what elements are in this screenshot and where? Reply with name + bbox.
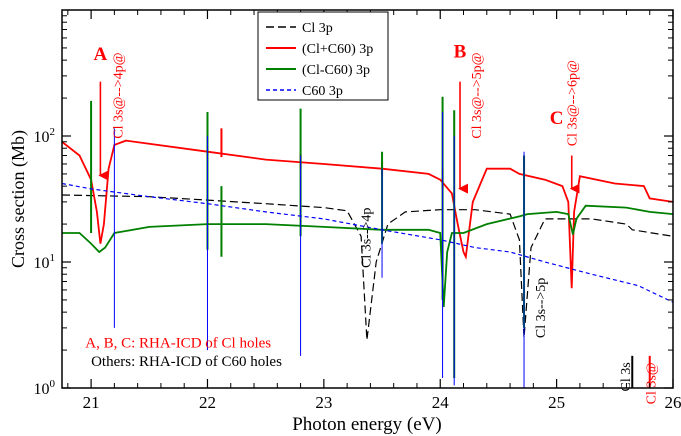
annotation-text-1: Cl 3s@-->4p@	[112, 52, 127, 138]
series-line-0	[62, 194, 673, 341]
plot-area	[62, 96, 673, 388]
x-tick-label-4: 25	[548, 393, 565, 412]
annotation-note-8: A, B, C: RHA-ICD of Cl holes	[85, 335, 271, 351]
annotation-note-9: Others: RHA-ICD of C60 holes	[91, 354, 282, 370]
x-tick-label-5: 26	[665, 393, 681, 412]
annotation-text-7: Cl 3s-->5p	[534, 278, 549, 338]
annotation-label-4: C	[550, 108, 564, 129]
annotation-text-10: Cl 3s	[619, 362, 634, 391]
axes: 21 22 23 24 25 26 100 101 102	[34, 9, 681, 412]
y-tick-label-1: 101	[34, 252, 56, 272]
annotation-text-6: Cl 3s-->4p	[359, 208, 374, 268]
series-line-1	[62, 139, 673, 289]
y-axis-label: Cross section (Mb)	[8, 130, 29, 268]
series-line-3	[62, 182, 673, 303]
y-tick-label-0: 100	[34, 378, 56, 398]
legend-label-2: (Cl-C60) 3p	[302, 63, 370, 78]
annotations: A Cl 3s@-->4p@ BCl 3s@-->5p@ C Cl 3s@-->6p@ C…	[85, 41, 659, 404]
legend-label-0: Cl 3p	[302, 21, 333, 36]
y-tick-label-2: 102	[34, 126, 56, 146]
annotation-text-11: Cl 3s@	[645, 362, 660, 404]
x-axis-label: Photon energy (eV)	[292, 414, 442, 435]
series-line-2	[62, 204, 673, 307]
annotation-text-3: Cl 3s@-->5p@	[470, 52, 485, 138]
plot-frame	[61, 9, 674, 389]
x-tick-label-1: 22	[199, 393, 216, 412]
annotation-text-5: Cl 3s@-->6p@	[565, 60, 580, 146]
legend: Cl 3p (Cl+C60) 3p (Cl-C60) 3p C60 3p	[257, 11, 389, 101]
x-tick-label-3: 24	[432, 393, 450, 412]
legend-label-1: (Cl+C60) 3p	[302, 42, 373, 57]
x-tick-label-2: 23	[315, 393, 332, 412]
legend-label-3: C60 3p	[302, 84, 343, 99]
annotation-label-2: B	[454, 41, 467, 62]
annotation-label-0: A	[94, 44, 108, 65]
x-tick-label-0: 21	[83, 393, 100, 412]
